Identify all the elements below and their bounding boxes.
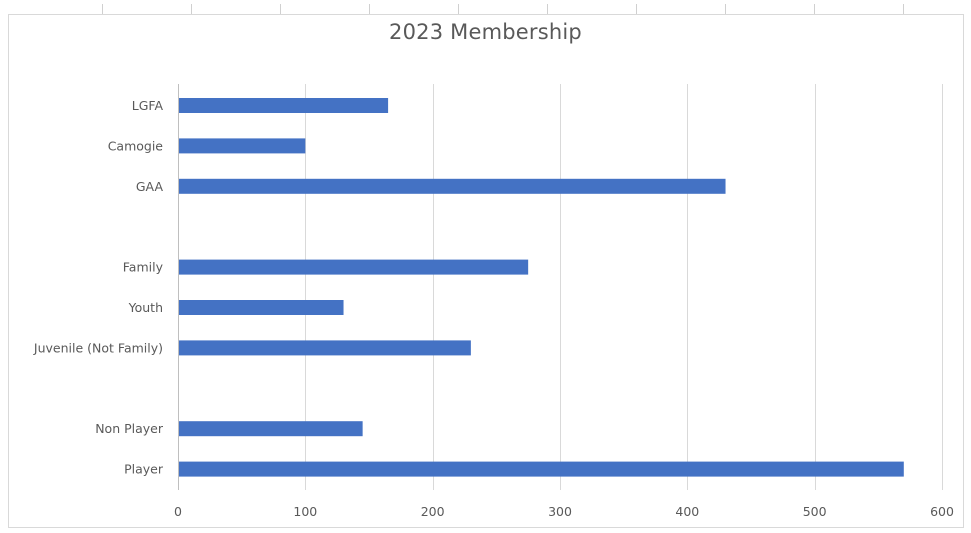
x-tick-label: 300 [548,504,572,519]
bar[interactable] [179,259,529,275]
bar[interactable] [179,421,363,437]
column-divider [458,4,459,14]
bar[interactable] [179,98,389,113]
category-label: Camogie [108,138,164,153]
chart-title: 2023 Membership [389,20,582,44]
column-divider [903,4,904,14]
column-divider [636,4,637,14]
column-divider [191,4,192,14]
column-divider [547,4,548,14]
category-label: Family [123,260,164,275]
column-divider [725,4,726,14]
category-label: Player [124,462,164,477]
category-label: GAA [136,179,164,194]
x-tick-label: 400 [675,504,699,519]
x-tick-label: 500 [803,504,827,519]
category-label: Non Player [95,421,164,436]
bar[interactable] [179,178,726,194]
category-label: Youth [128,300,163,315]
category-label: LGFA [132,98,164,113]
bar[interactable] [179,138,306,154]
column-divider [102,4,103,14]
column-divider [814,4,815,14]
category-label: Juvenile (Not Family) [33,340,163,355]
spreadsheet-column-header [0,0,971,14]
bar[interactable] [179,461,904,477]
column-divider [280,4,281,14]
x-tick-label: 0 [174,504,182,519]
x-tick-label: 100 [293,504,317,519]
x-tick-label: 600 [930,504,954,519]
x-tick-label: 200 [421,504,445,519]
column-divider [369,4,370,14]
bar[interactable] [179,300,344,315]
bar[interactable] [179,340,471,356]
